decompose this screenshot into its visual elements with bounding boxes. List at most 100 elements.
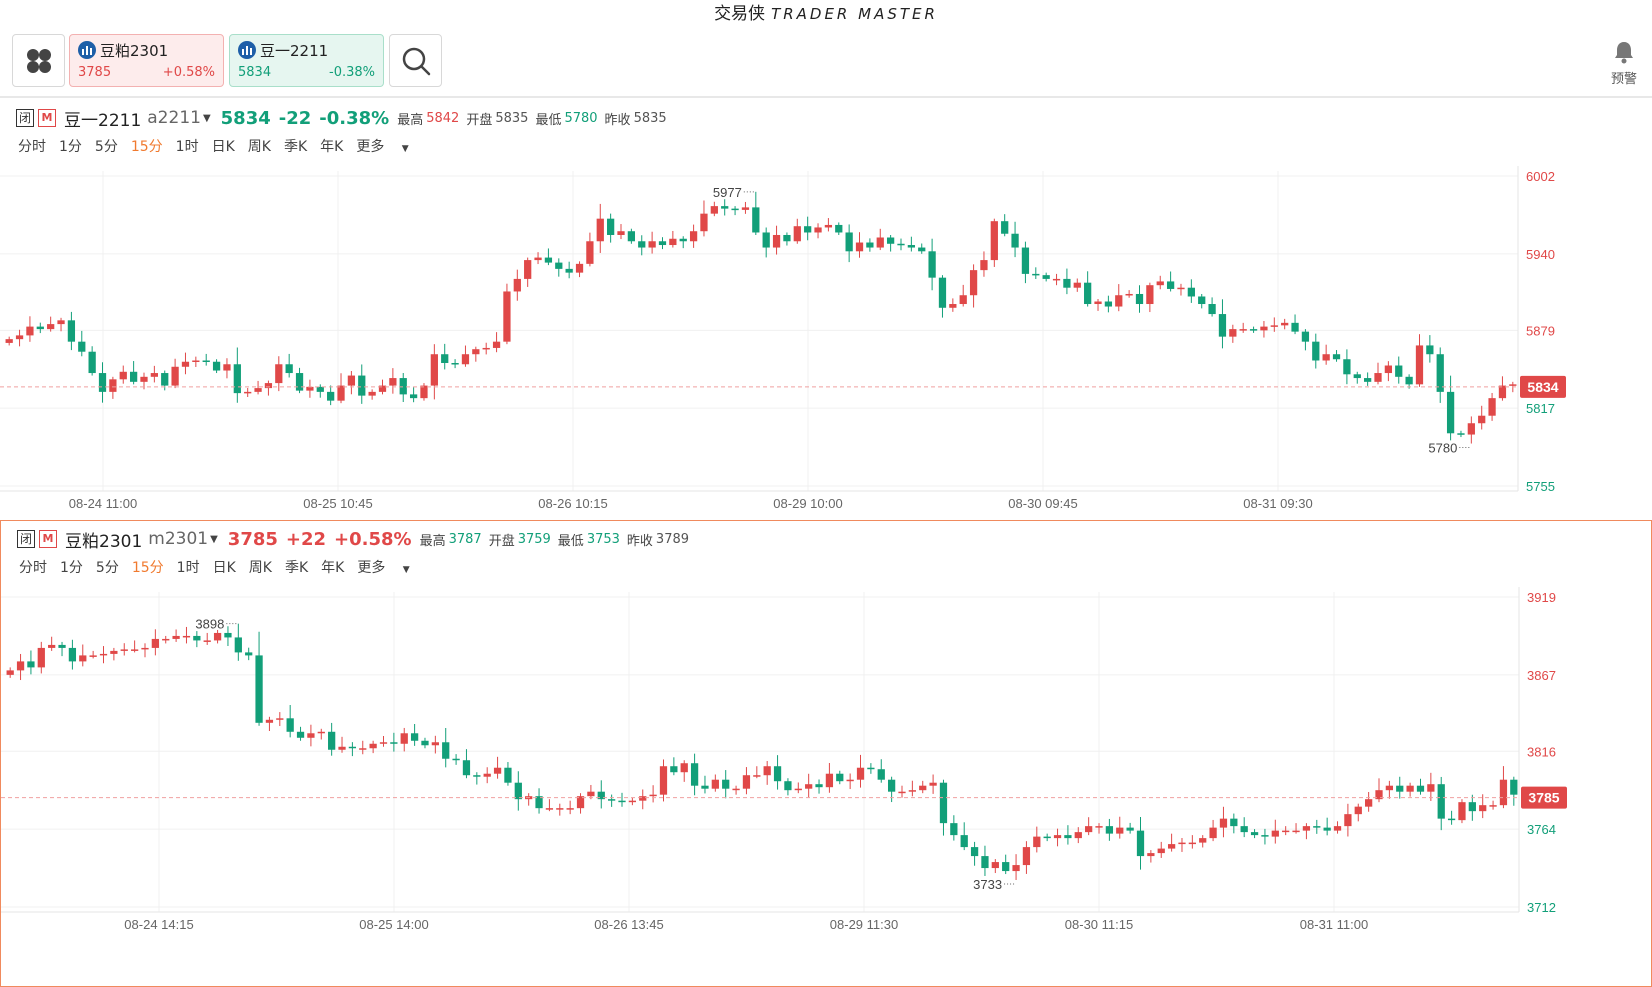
tab-period-active[interactable]: 15分 [130,139,163,155]
candle-body [409,394,418,399]
tab-period[interactable]: 分时 [19,560,47,576]
tab-period[interactable]: 1分 [60,560,83,576]
candle-body [234,637,242,653]
candle-body [887,779,896,792]
alert-button[interactable]: 预警 [1604,40,1644,87]
candle-body [1499,779,1508,806]
candle-body [1457,433,1465,435]
candle-body [1156,281,1164,286]
candle-body [27,661,35,668]
candle-body [919,785,927,791]
watch-card-a2211[interactable]: 豆一2211 5834 -0.38% [229,34,384,87]
candle-body [1509,384,1517,386]
candle-body [669,238,677,246]
candle-body [171,366,179,386]
candle-body [907,245,915,248]
candle-body [1301,331,1310,342]
candle-body [1084,282,1092,305]
candle-body [276,718,284,720]
watch-card-name: 豆一2211 [260,41,329,60]
candle-body [524,260,532,279]
m-tag[interactable]: M [38,109,56,127]
candle-body [244,391,252,394]
app-title: 交易侠 TRADER MASTER [0,0,1652,28]
chevron-down-icon[interactable]: ▼ [210,533,218,545]
search-button[interactable] [389,34,442,87]
tab-period[interactable]: 1时 [176,560,200,576]
candle-body [680,763,688,773]
candle-body [1094,301,1102,305]
tab-period[interactable]: 周K [247,139,271,155]
candle-body [586,241,594,264]
candle-body [296,731,305,738]
high-value: 5842 [426,110,460,126]
bell-icon [1615,42,1633,64]
kline-chart-m2301[interactable]: 3919 3867 3816 3764 3712 08-24 14:15 08-25 14:… [1,587,1652,987]
tab-period[interactable]: 季K [284,560,309,576]
symbol-name[interactable]: 豆粕2301 [65,531,143,552]
m-tag[interactable]: M [39,530,57,548]
tab-period[interactable]: 日K [211,139,235,155]
candle-body [88,351,96,374]
candle-body [1209,827,1217,839]
tab-more[interactable]: 更多 ▼ [356,136,421,156]
tab-period[interactable]: 年K [321,560,345,576]
candle-body [1385,785,1394,791]
last-price-badge-label: 5834 [1527,379,1558,395]
tab-period[interactable]: 5分 [95,560,119,576]
high-label: 最高 [397,112,424,128]
candle-body [990,221,998,261]
tab-period[interactable]: 5分 [94,139,118,155]
candle-body [648,241,656,248]
symbol-code[interactable]: a2211 [147,108,201,128]
low-label: 最低 [535,112,562,128]
tab-more[interactable]: 更多 ▼ [357,557,422,577]
candle-body [1125,293,1133,296]
candle-body [1406,785,1414,792]
candle-body [1043,836,1051,839]
menu-button[interactable] [12,34,65,87]
tab-period[interactable]: 1分 [59,139,82,155]
candle-body [1364,378,1372,382]
candle-body [1375,790,1383,800]
candle-body [307,733,315,738]
candle-body [805,784,813,789]
y-tick-label: 3712 [1527,900,1556,915]
tab-period[interactable]: 日K [212,560,236,576]
chevron-down-icon[interactable]: ▼ [202,112,211,124]
kline-chart-a2211[interactable]: 6002 5940 5879 5817 5755 08-24 11:00 08-25 10:… [0,166,1652,520]
x-tick-label: 08-31 11:00 [1300,917,1368,932]
symbol-code[interactable]: m2301 [148,529,209,549]
tab-period[interactable]: 分时 [18,139,46,155]
candle-body [1033,836,1041,848]
tab-period-active[interactable]: 15分 [131,560,164,576]
symbol-name[interactable]: 豆一2211 [64,110,142,131]
candle-body [575,263,584,273]
candle-body [442,742,450,759]
watch-card-m2301[interactable]: 豆粕2301 3785 +0.58% [69,34,224,87]
open-value: 5835 [495,110,529,126]
candle-body [162,638,170,641]
close-tag[interactable]: 闭 [17,530,35,548]
close-tag[interactable]: 闭 [16,109,34,127]
tab-period[interactable]: 季K [283,139,308,155]
tab-period[interactable]: 周K [248,560,272,576]
candle-body [658,241,667,246]
candle-body [461,354,470,365]
candle-body [1365,799,1373,807]
candle-body [1302,826,1311,831]
candle-body [379,742,388,744]
candle-body [939,782,948,824]
candle-body [1478,415,1486,424]
candle-body [6,670,14,675]
candle-body [130,649,139,651]
candle-body [1354,806,1362,815]
min-mark-label: 5780 [1428,441,1457,456]
tab-period[interactable]: 1时 [175,139,199,155]
candle-body [79,655,87,662]
tab-period[interactable]: 年K [320,139,344,155]
y-tick-label: 5755 [1526,479,1555,494]
candle-body [492,341,501,348]
candle-body [513,278,521,292]
candle-body [26,326,34,336]
